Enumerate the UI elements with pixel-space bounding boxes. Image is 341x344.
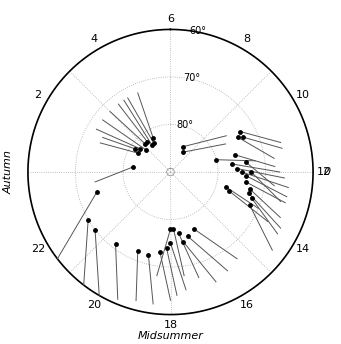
Text: 80°: 80°: [177, 120, 194, 130]
Text: 12: 12: [316, 167, 330, 177]
Text: 18: 18: [163, 320, 178, 330]
Text: 10: 10: [296, 90, 310, 100]
Text: 0: 0: [324, 167, 331, 177]
Text: 8: 8: [243, 34, 251, 44]
Text: Midsummer: Midsummer: [137, 331, 204, 341]
Text: 22: 22: [31, 244, 45, 254]
Text: 14: 14: [296, 244, 310, 254]
Text: Autumn: Autumn: [3, 150, 13, 194]
Text: 20: 20: [87, 300, 101, 310]
Text: 16: 16: [240, 300, 254, 310]
Text: 60°: 60°: [189, 26, 206, 36]
Text: 6: 6: [167, 14, 174, 24]
Text: 70°: 70°: [183, 73, 200, 83]
Text: 2: 2: [34, 90, 42, 100]
Text: 4: 4: [90, 34, 98, 44]
